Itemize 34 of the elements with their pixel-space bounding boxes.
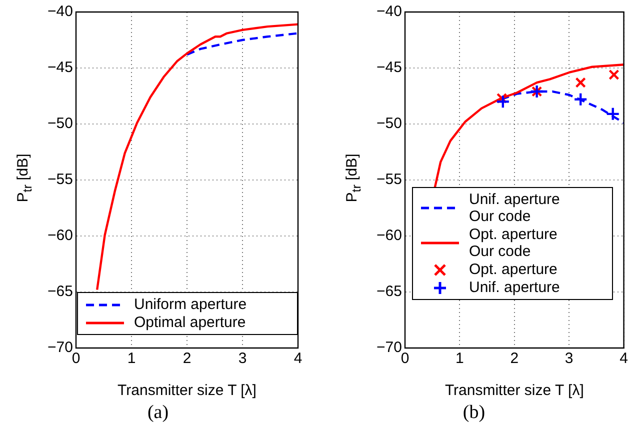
y-tick-label: −70: [376, 339, 402, 356]
x-tick-label: 2: [510, 350, 519, 368]
x-tick-label: 4: [294, 350, 302, 368]
x-tick-label: 3: [238, 350, 247, 368]
y-tick-label: −40: [376, 3, 402, 20]
legend-label: Optimal aperture: [134, 314, 246, 331]
y-tick-label: −70: [48, 339, 73, 356]
y-tick-label: −45: [48, 59, 73, 76]
legend-label: Unif. aperture Our code: [469, 191, 560, 225]
x-tick-label: 4: [620, 350, 628, 368]
y-tick-label: −45: [376, 59, 402, 76]
x-tick-label: 1: [127, 350, 136, 368]
legend-label: Unif. aperture: [469, 279, 560, 296]
y-tick-label: −50: [376, 115, 402, 132]
y-tick-label: −60: [376, 227, 402, 244]
x-tick-label: 0: [72, 350, 80, 368]
legend-label: Uniform aperture: [134, 296, 247, 313]
x-tick-label: 2: [182, 350, 192, 368]
y-tick-label: −50: [48, 115, 73, 132]
y-tick-label: −65: [376, 283, 402, 300]
x-tick-label: 3: [564, 350, 574, 368]
x-tick-label: 1: [456, 350, 464, 368]
legend-label: Opt. aperture: [469, 261, 558, 278]
y-tick-label: −55: [48, 171, 73, 188]
x-axis-title: Transmitter size T [λ]: [444, 382, 584, 400]
y-tick-label: −65: [48, 283, 73, 300]
y-tick-label: −40: [48, 3, 73, 20]
text: (a): [146, 402, 170, 424]
x-tick-label: 0: [400, 350, 410, 368]
text: (b): [462, 402, 486, 424]
x-axis-title: Transmitter size T [λ]: [118, 382, 256, 400]
y-tick-label: −60: [48, 227, 73, 244]
y-tick-label: −55: [376, 171, 402, 188]
legend-label: Opt. aperture Our code: [469, 226, 558, 260]
